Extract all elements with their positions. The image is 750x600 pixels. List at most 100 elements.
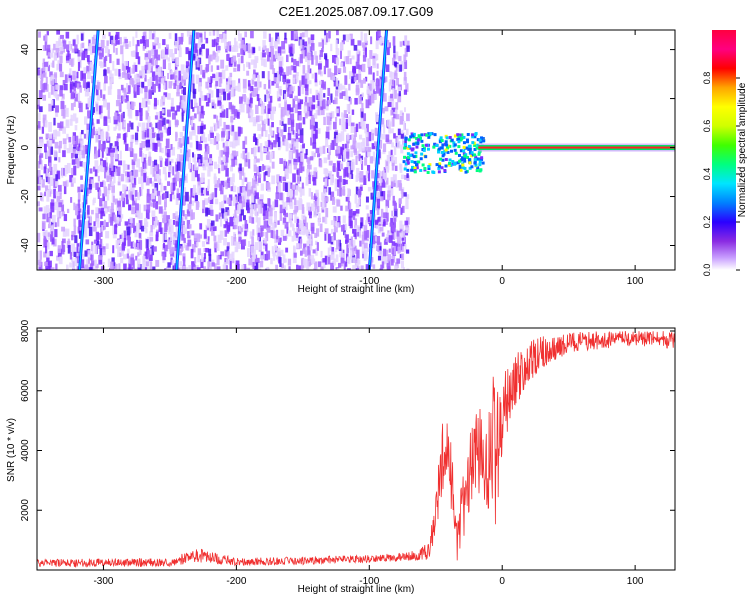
- heatmap-cell: [361, 63, 366, 73]
- heatmap-cell: [399, 115, 404, 125]
- heatmap-cell: [73, 202, 76, 211]
- heatmap-cell: [413, 170, 417, 174]
- heatmap-cell: [299, 39, 303, 49]
- heatmap-cell: [48, 162, 52, 172]
- x-tick-label: -300: [93, 576, 113, 587]
- heatmap-cell: [164, 191, 169, 199]
- heatmap-cell: [276, 71, 280, 76]
- heatmap-cell: [380, 41, 384, 46]
- heatmap-cell: [270, 226, 275, 234]
- heatmap-cell: [300, 152, 304, 162]
- heatmap-cell: [363, 113, 367, 122]
- heatmap-cell: [85, 239, 90, 245]
- heatmap-cell: [135, 44, 138, 53]
- heatmap-cell: [309, 156, 314, 161]
- heatmap-cell: [230, 87, 235, 98]
- heatmap-cell: [151, 133, 156, 139]
- heatmap-cell: [358, 69, 362, 75]
- heatmap-cell: [101, 130, 104, 138]
- heatmap-cell: [431, 170, 435, 174]
- heatmap-cell: [77, 61, 81, 72]
- heatmap-cell: [478, 163, 482, 167]
- heatmap-cell: [297, 228, 301, 235]
- heatmap-cell: [300, 269, 304, 270]
- heatmap-cell: [246, 152, 250, 159]
- heatmap-cell: [50, 146, 54, 155]
- heatmap-cell: [337, 162, 341, 172]
- heatmap-cell: [378, 183, 383, 192]
- heatmap-cell: [286, 79, 291, 84]
- heatmap-cell: [106, 40, 109, 46]
- heatmap-cell: [311, 38, 314, 47]
- heatmap-cell: [126, 82, 129, 93]
- heatmap-cell: [331, 76, 336, 81]
- heatmap-cell: [45, 133, 50, 139]
- heatmap-cell: [209, 222, 213, 232]
- heatmap-cell: [364, 76, 368, 82]
- heatmap-cell: [148, 30, 152, 40]
- heatmap-cell: [117, 89, 121, 99]
- heatmap-cell: [231, 105, 236, 115]
- heatmap-cell: [473, 153, 477, 157]
- heatmap-cell: [321, 195, 326, 201]
- heatmap-cell: [319, 49, 324, 58]
- heatmap-cell: [394, 165, 398, 172]
- heatmap-cell: [334, 65, 338, 76]
- heatmap-cell: [162, 242, 166, 249]
- heatmap-cell: [156, 220, 159, 226]
- heatmap-cell: [102, 249, 106, 256]
- heatmap-cell: [38, 160, 41, 169]
- heatmap-cell: [359, 240, 362, 247]
- heatmap-cell: [43, 166, 47, 174]
- heatmap-cell: [50, 202, 55, 213]
- heatmap-cell: [179, 131, 183, 138]
- heatmap-cell: [269, 37, 274, 47]
- heatmap-cell: [301, 257, 305, 268]
- heatmap-cell: [274, 43, 278, 50]
- heatmap-cell: [116, 58, 120, 65]
- heatmap-cell: [161, 218, 166, 223]
- heatmap-cell: [471, 141, 475, 145]
- heatmap-cell: [336, 30, 339, 36]
- heatmap-cell: [375, 40, 379, 50]
- heatmap-cell: [281, 193, 285, 203]
- heatmap-cell: [390, 93, 394, 102]
- heatmap-cell: [234, 45, 239, 52]
- heatmap-cell: [110, 156, 114, 167]
- heatmap-cell: [422, 148, 426, 152]
- heatmap-cell: [172, 213, 177, 220]
- heatmap-cell: [295, 123, 300, 132]
- heatmap-cell: [298, 156, 302, 163]
- heatmap-cell: [46, 242, 50, 250]
- heatmap-cell: [314, 240, 318, 245]
- heatmap-cell: [325, 131, 330, 140]
- heatmap-cell: [187, 230, 191, 239]
- heatmap-cell: [209, 266, 212, 270]
- heatmap-cell: [287, 133, 292, 141]
- heatmap-cell: [134, 190, 138, 197]
- heatmap-cell: [425, 133, 429, 137]
- heatmap-cell: [44, 61, 49, 67]
- heatmap-cell: [121, 63, 125, 71]
- heatmap-cell: [222, 142, 225, 148]
- heatmap-cell: [172, 182, 176, 191]
- heatmap-cell: [310, 34, 315, 40]
- heatmap-cell: [167, 262, 171, 268]
- colorbar-tick-label: 0.0: [702, 264, 712, 277]
- heatmap-cell: [293, 130, 297, 138]
- heatmap-cell: [479, 137, 483, 141]
- heatmap-cell: [156, 190, 161, 197]
- heatmap-cell: [250, 195, 255, 203]
- heatmap-cell: [372, 264, 376, 269]
- heatmap-cell: [453, 148, 457, 152]
- heatmap-cell: [401, 64, 405, 69]
- heatmap-cell: [214, 38, 217, 46]
- heatmap-cell: [113, 126, 117, 131]
- heatmap-cell: [260, 151, 263, 161]
- heatmap-cell: [267, 211, 272, 221]
- heatmap-cell: [223, 238, 227, 246]
- heatmap-cell: [344, 232, 347, 238]
- heatmap-cell: [344, 75, 348, 85]
- heatmap-cell: [178, 47, 182, 58]
- heatmap-cell: [228, 80, 233, 90]
